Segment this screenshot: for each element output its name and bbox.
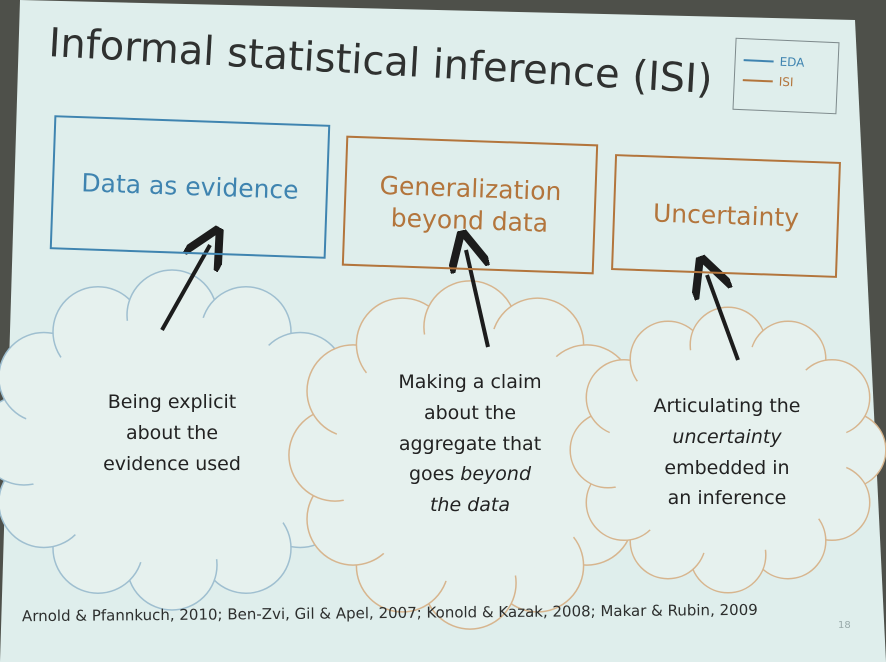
legend-label-eda: EDA	[779, 54, 805, 70]
cloud-text-line: evidence used	[103, 452, 241, 475]
cloud-text-line: about the	[125, 421, 219, 444]
legend-swatch-eda	[743, 59, 774, 63]
cloud-text-evidence: Being explicit about the evidence used	[52, 387, 292, 479]
cloud-text-line: embedded in	[664, 456, 790, 479]
legend-label-isi: ISI	[778, 74, 794, 90]
arrow-evidence	[160, 245, 210, 331]
box-data-as-evidence: Data as evidence	[49, 115, 331, 259]
box-label-line: beyond data	[390, 203, 549, 238]
page-number: 18	[838, 620, 851, 631]
box-uncertainty: Uncertainty	[611, 154, 841, 278]
cloud-shape	[0, 269, 366, 611]
legend: EDA ISI	[732, 37, 840, 115]
legend-swatch-isi	[742, 79, 773, 83]
cloud-fill	[335, 327, 605, 583]
cloud-text-line: aggregate that	[398, 432, 542, 455]
legend-item-eda: EDA	[743, 53, 805, 70]
cloud-text-claim: Making a claim about the aggregate that goe…	[350, 367, 590, 521]
cloud-text-line: about the	[423, 401, 517, 424]
cloud-text-line: goes beyond	[408, 463, 532, 486]
box-label-line: Data as evidence	[80, 167, 300, 205]
cloud-fill	[24, 315, 320, 565]
cloud-text-line: Articulating the	[653, 395, 801, 417]
cloud-shape	[569, 306, 886, 594]
cloud-text-line: the data	[429, 494, 511, 517]
legend-item-isi: ISI	[742, 73, 794, 90]
cloud-text-line: Being explicit	[107, 391, 237, 413]
cloud-text-uncertainty: Articulating the uncertainty embedded in an…	[612, 391, 842, 514]
arrow-uncertainty	[707, 275, 740, 361]
cloud-text-line: an inference	[667, 487, 787, 510]
box-label-line: Uncertainty	[652, 198, 800, 233]
arrow-generalization	[466, 250, 490, 348]
cloud-text-line: uncertainty	[672, 425, 782, 448]
box-generalization: Generalization beyond data	[341, 135, 599, 275]
cloud-text-line: Making a claim	[398, 371, 542, 393]
cloud-fill	[608, 345, 848, 555]
